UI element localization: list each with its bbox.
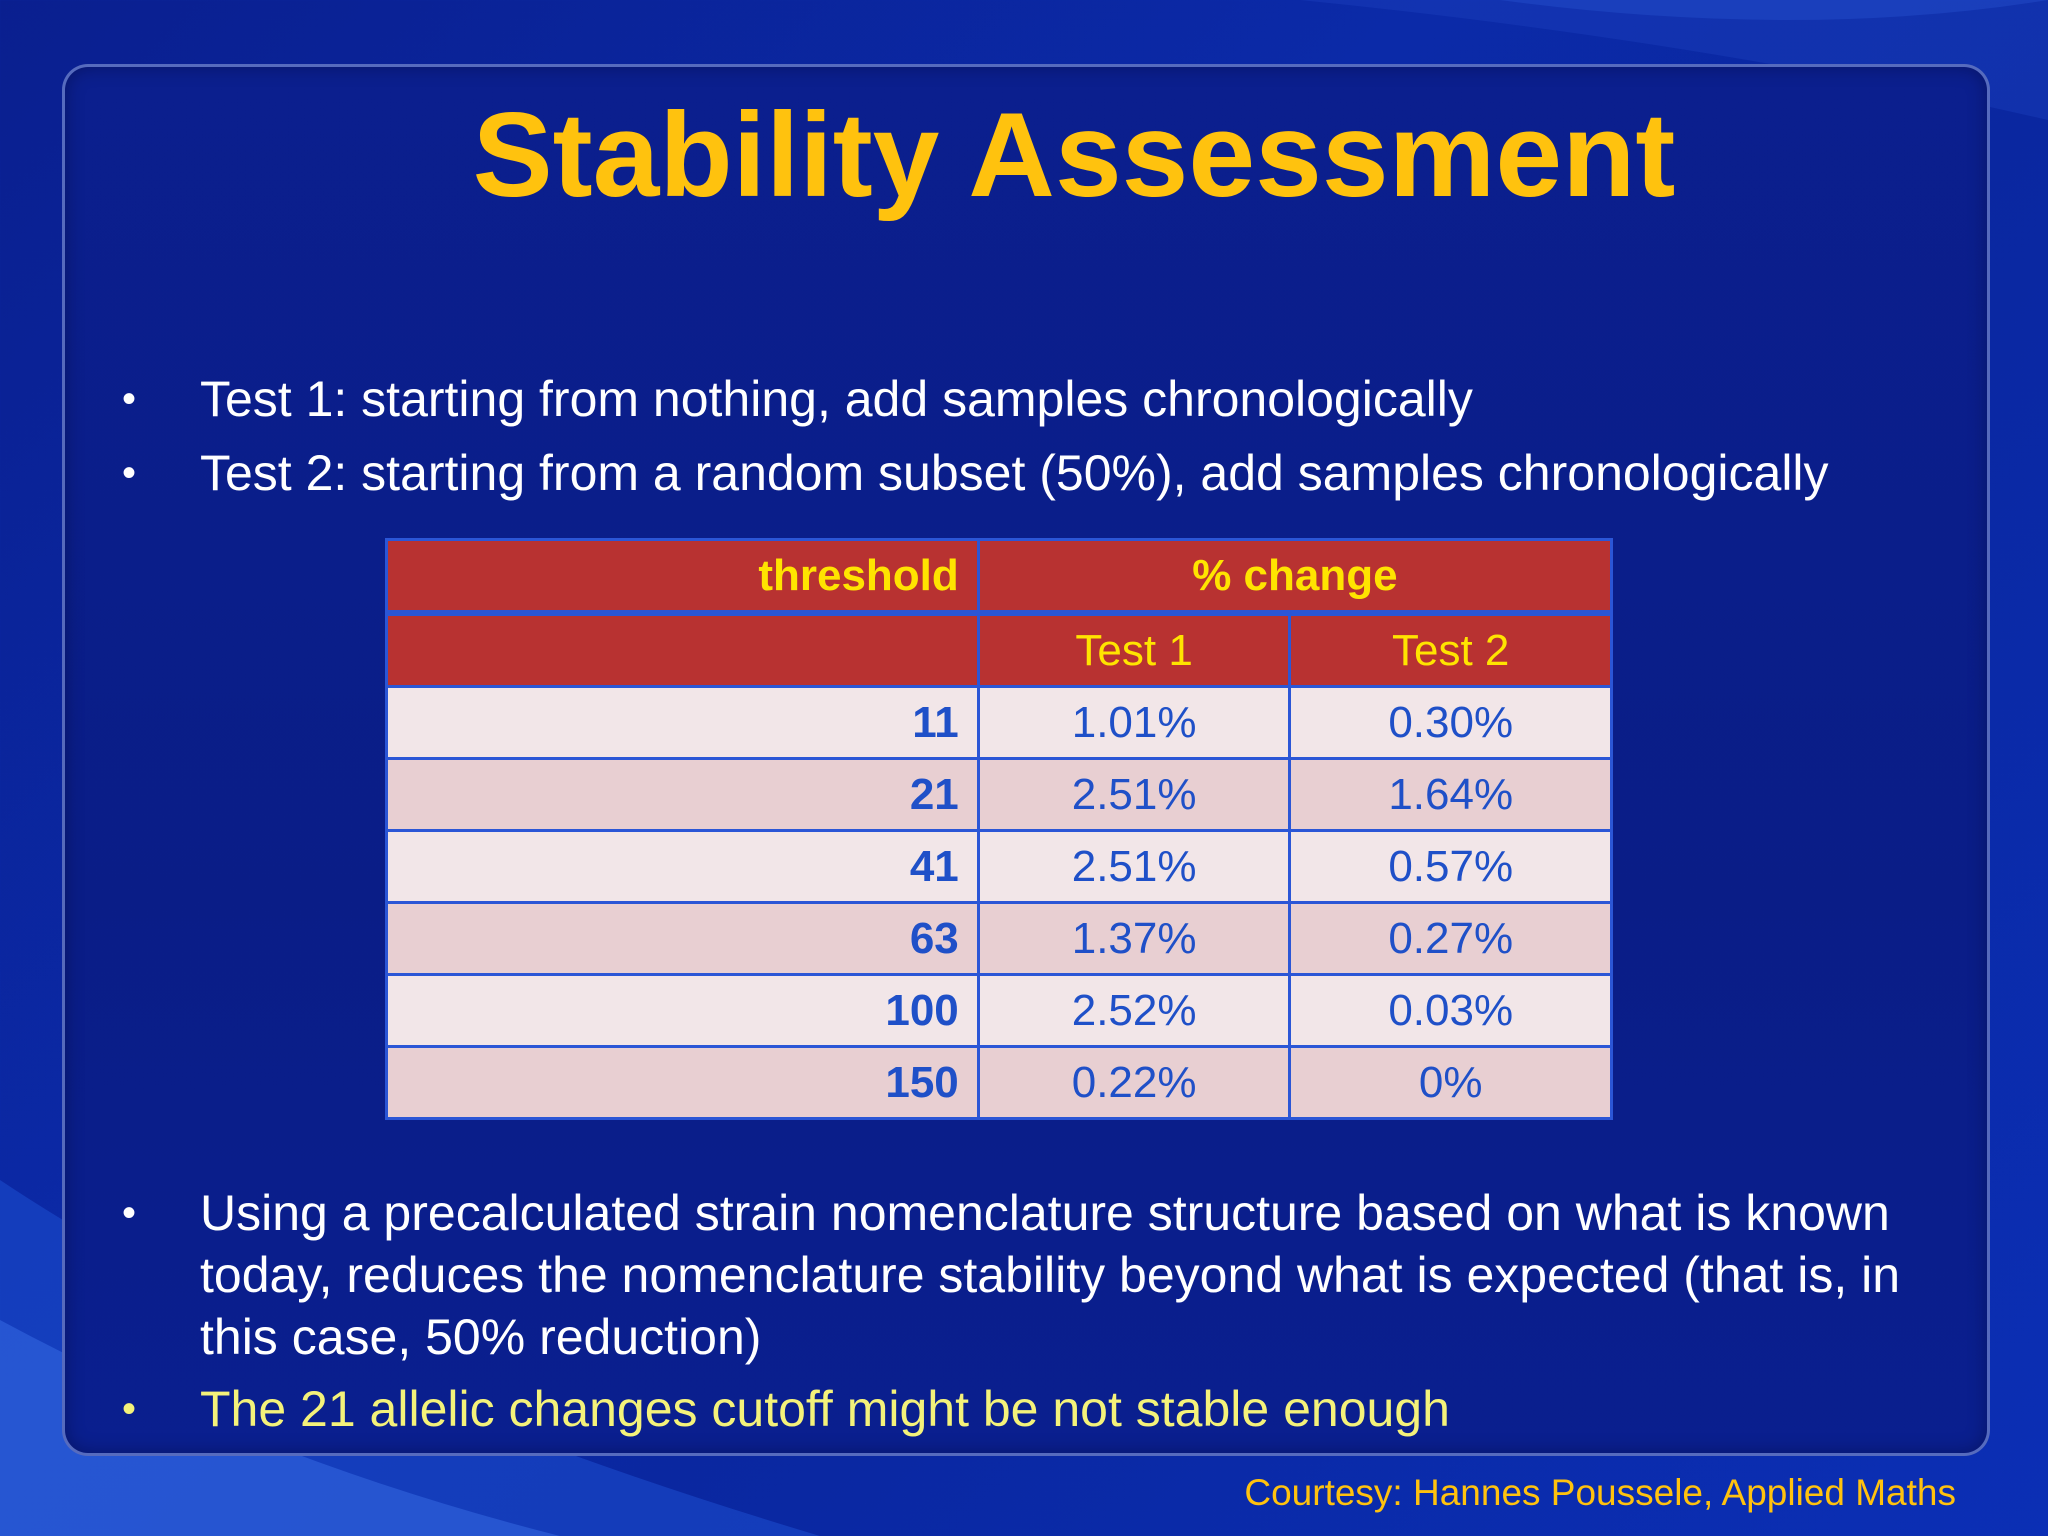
courtesy-credit: Courtesy: Hannes Poussele, Applied Maths [1244, 1472, 1956, 1513]
cell-test-2: 0% [1288, 1045, 1613, 1120]
cell-test-2: 1.64% [1288, 757, 1613, 832]
cell-test-2: 0.27% [1288, 901, 1613, 976]
bullet-dot: • [122, 377, 137, 421]
bullet-test-1: • Test 1: starting from nothing, add sam… [118, 368, 1978, 430]
bullet-text: Test 2: starting from a random subset (5… [200, 445, 1829, 501]
header-test-1: Test 1 [976, 611, 1292, 688]
bullet-test-2: • Test 2: starting from a random subset … [118, 442, 1978, 504]
table-row: 150 0.22% 0% [385, 1045, 1613, 1120]
cell-threshold: 41 [385, 829, 980, 904]
cell-test-1: 0.22% [976, 1045, 1292, 1120]
bullet-text: Test 1: starting from nothing, add sampl… [200, 371, 1473, 427]
cell-test-1: 1.37% [976, 901, 1292, 976]
header-test-2: Test 2 [1288, 611, 1613, 688]
cell-test-2: 0.57% [1288, 829, 1613, 904]
header-threshold: threshold [385, 538, 980, 616]
cell-test-1: 2.52% [976, 973, 1292, 1048]
bullet-cutoff: • The 21 allelic changes cutoff might be… [118, 1378, 1978, 1440]
slide-title: Stability Assessment [472, 88, 1676, 222]
table-row: 100 2.52% 0.03% [385, 973, 1613, 1048]
table-row: 21 2.51% 1.64% [385, 757, 1613, 832]
table-row: 41 2.51% 0.57% [385, 829, 1613, 904]
bullet-dot: • [122, 1191, 137, 1235]
bullet-text: Using a precalculated strain nomenclatur… [200, 1185, 1901, 1365]
table-subheader-row: Test 1 Test 2 [385, 611, 1613, 688]
bullet-text: The 21 allelic changes cutoff might be n… [200, 1381, 1450, 1437]
cell-threshold: 63 [385, 901, 980, 976]
cell-threshold: 21 [385, 757, 980, 832]
cell-test-1: 2.51% [976, 829, 1292, 904]
table-row: 11 1.01% 0.30% [385, 685, 1613, 760]
header-percent-change: % change [976, 538, 1614, 616]
bottom-bullet-list: • Using a precalculated strain nomenclat… [118, 1182, 1978, 1450]
cell-test-2: 0.30% [1288, 685, 1613, 760]
cell-test-2: 0.03% [1288, 973, 1613, 1048]
bullet-dot: • [122, 451, 137, 495]
cell-threshold: 150 [385, 1045, 980, 1120]
top-bullet-list: • Test 1: starting from nothing, add sam… [118, 368, 1978, 516]
cell-test-1: 1.01% [976, 685, 1292, 760]
bullet-dot: • [122, 1387, 137, 1431]
stability-table: threshold % change Test 1 Test 2 11 1.01… [385, 538, 1614, 1120]
cell-threshold: 11 [385, 685, 980, 760]
cell-threshold: 100 [385, 973, 980, 1048]
table-row: 63 1.37% 0.27% [385, 901, 1613, 976]
table-header-row: threshold % change [385, 538, 1614, 616]
bullet-precalculated: • Using a precalculated strain nomenclat… [118, 1182, 1978, 1368]
cell-test-1: 2.51% [976, 757, 1292, 832]
header-empty [385, 611, 980, 688]
